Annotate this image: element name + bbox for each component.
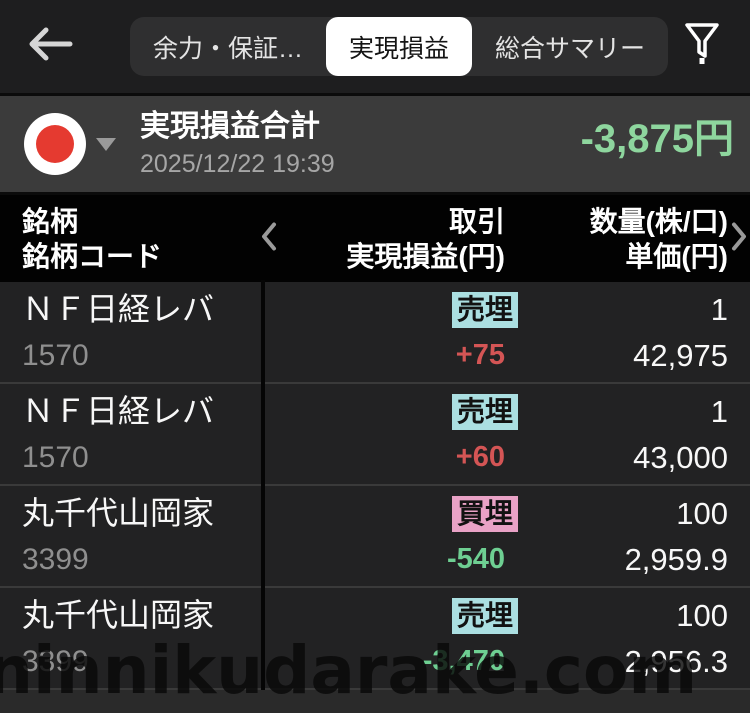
arrow-left-icon: [26, 24, 74, 69]
summary-timestamp: 2025/12/22 19:39: [140, 150, 335, 178]
app-bar: 余力・保証… 実現損益 総合サマリー: [0, 0, 750, 93]
tab-yoryoku-hosho[interactable]: 余力・保証…: [153, 34, 304, 63]
chevron-right-icon[interactable]: [730, 220, 748, 257]
col-header-code: 銘柄コード: [22, 241, 163, 272]
col-header-name: 銘柄: [22, 206, 79, 237]
stock-code: 1570: [22, 441, 89, 474]
pl-value: -3,470: [422, 645, 505, 677]
filter-button[interactable]: [678, 21, 726, 73]
table-row[interactable]: 丸千代山岡家 3399 買埋 -540 100 2,959.9: [0, 484, 750, 588]
trade-badge: 売埋: [451, 597, 518, 634]
pl-value: -540: [446, 543, 505, 575]
trade-badge: 買埋: [451, 495, 518, 532]
unit-price-value: 43,000: [633, 440, 728, 475]
trade-badge: 売埋: [451, 393, 518, 430]
tab-jitsugen-soneki[interactable]: 実現損益: [326, 17, 473, 76]
col-header-unit-price: 単価(円): [625, 241, 728, 272]
table-row[interactable]: ＮＦ日経レバ 1570 売埋 +60 1 43,000: [0, 382, 750, 486]
pl-value: +60: [455, 441, 505, 473]
caret-down-icon: [96, 137, 116, 151]
stock-code: 3399: [22, 543, 89, 576]
quantity-value: 100: [676, 496, 728, 531]
total-realized-pl: -3,875円: [580, 117, 734, 161]
table-header: 銘柄 銘柄コード 取引 実現損益(円) 数量(株/口) 単価(円): [0, 195, 750, 282]
quantity-value: 100: [676, 598, 728, 633]
summary-panel: 実現損益合計 2025/12/22 19:39 -3,875円: [0, 93, 750, 195]
stock-name: 丸千代山岡家: [22, 597, 215, 633]
stock-code: 1570: [22, 339, 89, 372]
tab-bar: 余力・保証… 実現損益 総合サマリー: [130, 17, 669, 76]
stock-name: ＮＦ日経レバ: [22, 393, 215, 429]
summary-text: 実現損益合計 2025/12/22 19:39: [140, 108, 335, 180]
bottom-strip: [0, 690, 750, 713]
table-row[interactable]: ＮＦ日経レバ 1570 売埋 +75 1 42,975: [0, 280, 750, 384]
table-row[interactable]: 丸千代山岡家 3399 売埋 -3,470 100 2,956.3: [0, 586, 750, 690]
filter-funnel-icon: [682, 20, 722, 73]
unit-price-value: 2,959.9: [624, 542, 728, 577]
col-header-quantity: 数量(株/口): [589, 206, 728, 237]
stock-name: ＮＦ日経レバ: [22, 291, 215, 327]
tab-sogo-summary[interactable]: 総合サマリー: [495, 34, 646, 63]
pl-value: +75: [455, 339, 505, 371]
chevron-left-icon[interactable]: [260, 220, 278, 257]
pl-table-body: ＮＦ日経レバ 1570 売埋 +75 1 42,975 ＮＦ日経レバ 1570 …: [0, 280, 750, 690]
japan-flag-icon: [24, 113, 86, 175]
column-divider: [261, 586, 265, 690]
quantity-value: 1: [710, 394, 728, 429]
column-divider: [261, 484, 265, 588]
stock-name: 丸千代山岡家: [22, 495, 215, 531]
account-selector[interactable]: [24, 113, 116, 175]
column-divider: [261, 280, 265, 384]
column-divider: [261, 382, 265, 486]
col-header-realized-pl: 実現損益(円): [346, 241, 505, 272]
unit-price-value: 2,956.3: [624, 644, 728, 679]
trade-badge: 売埋: [451, 291, 518, 328]
quantity-value: 1: [710, 292, 728, 327]
summary-title: 実現損益合計: [140, 110, 320, 143]
unit-price-value: 42,975: [633, 338, 728, 373]
stock-code: 3399: [22, 645, 89, 678]
col-header-trade: 取引: [448, 206, 505, 237]
back-button[interactable]: [24, 21, 76, 73]
